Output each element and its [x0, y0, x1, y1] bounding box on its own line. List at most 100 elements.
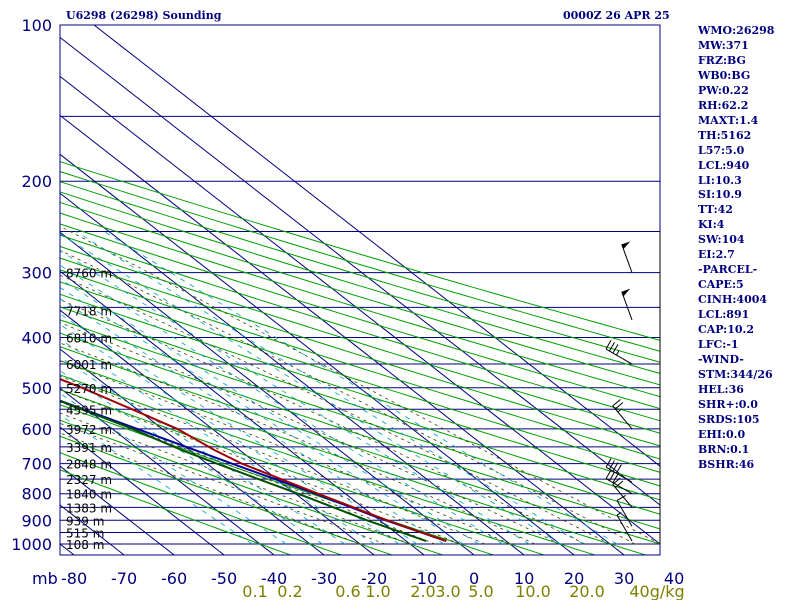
wind-barb-half-flag — [615, 350, 620, 356]
pressure-axis-label: 700 — [21, 455, 52, 474]
wind-barb-flag — [605, 340, 612, 350]
mixing-ratio-label: 1.0 — [365, 582, 390, 600]
moist-adiabat — [60, 225, 660, 545]
stability-index-item: PW:0.22 — [698, 83, 749, 97]
stability-index-item: TT:42 — [698, 203, 733, 217]
dry-adiabat — [60, 257, 660, 447]
temperature-tick-label: -60 — [161, 569, 187, 588]
height-label: 8760 m — [66, 267, 112, 281]
stability-index-item: CINH:4004 — [698, 293, 768, 307]
height-label: 2848 m — [66, 458, 112, 472]
isotherm-line — [59, 543, 75, 556]
stability-index-item: SRDS:105 — [698, 412, 760, 426]
height-label: 3391 m — [66, 441, 112, 455]
mixing-ratio-line — [75, 231, 584, 545]
stability-index-item: MAXT:1.4 — [698, 113, 759, 127]
stability-indices-panel: WMO:26298 MW:371 FRZ:BG WB0:BG PW:0.22 RH:62.… — [698, 24, 774, 473]
temperature-tick-label: -40 — [261, 569, 287, 588]
wind-barb-flag — [616, 495, 626, 501]
stability-index-item: LCL:940 — [698, 158, 750, 172]
wind-barb — [621, 291, 633, 321]
dry-adiabat — [60, 319, 660, 515]
temperature-profile-line — [60, 378, 447, 543]
mixing-ratio-line — [60, 298, 444, 545]
height-label: 939 m — [66, 514, 104, 528]
isotherm-line — [59, 75, 661, 545]
moist-adiabat — [60, 422, 386, 545]
stability-index-item: LI:10.3 — [698, 173, 742, 187]
mixing-ratio-label: 20.0 — [569, 582, 605, 600]
pressure-axis-label: 500 — [21, 379, 52, 398]
height-label: 6001 m — [66, 358, 112, 372]
stability-index-item: LFC:-1 — [698, 338, 739, 352]
wind-barb-half-flag — [617, 408, 623, 413]
mixing-ratio-label: 10.0 — [515, 582, 551, 600]
dry-adiabat — [60, 293, 660, 487]
mixing-ratio-line — [60, 287, 464, 545]
wind-barb-flag — [609, 342, 615, 352]
isotherm-line — [59, 426, 225, 556]
pressure-axis-label: 1000 — [11, 535, 52, 554]
stability-index-item: RH:62.2 — [698, 98, 749, 112]
wind-barb — [605, 478, 633, 495]
pressure-axis-label: 200 — [21, 172, 52, 191]
dry-adiabat — [60, 223, 660, 410]
mixing-ratio-line — [60, 338, 375, 545]
wind-barb-flag — [612, 399, 621, 407]
stability-index-item: SW:104 — [698, 233, 745, 247]
dry-adiabat — [60, 281, 660, 473]
pressure-axis-label: 300 — [21, 264, 52, 283]
moist-adiabat — [60, 274, 611, 545]
wind-barb — [605, 348, 633, 365]
wind-barb-flag — [612, 462, 619, 472]
temperature-tick-label: 0 — [469, 569, 479, 588]
dry-adiabat — [60, 332, 660, 530]
wind-barb-flag — [609, 460, 615, 470]
isotherm-line — [59, 192, 525, 556]
height-label: 6810 m — [66, 331, 112, 345]
height-label: 4595 m — [66, 403, 112, 417]
dry-adiabat — [60, 201, 660, 386]
moist-adiabat — [60, 322, 561, 545]
wind-barb-pennant — [621, 288, 631, 297]
wind-barb — [612, 484, 633, 508]
height-label: 515 m — [66, 526, 104, 540]
dry-adiabat — [60, 469, 291, 555]
temperature-tick-label: 10 — [514, 569, 534, 588]
height-label: 3972 m — [66, 423, 112, 437]
stability-index-item: EHI:0.0 — [698, 427, 746, 441]
pressure-axis-label: 800 — [21, 485, 52, 504]
wind-barb — [612, 405, 633, 430]
isotherm-line — [59, 231, 475, 556]
temperature-tick-label: -30 — [311, 569, 337, 588]
wind-barb-flag — [615, 464, 622, 474]
mixing-ratio-label: 40g/kg — [629, 582, 684, 600]
mixing-ratio-line — [60, 356, 346, 545]
mixing-ratio-label: 3.0 — [435, 582, 460, 600]
wind-barb — [605, 466, 633, 483]
height-label: 1383 m — [66, 501, 112, 515]
temperature-tick-label: -10 — [411, 569, 437, 588]
mixing-ratio-line — [60, 264, 503, 545]
stability-index-item: HEL:36 — [698, 382, 744, 396]
stability-index-item: LCL:891 — [698, 308, 750, 322]
dry-adiabat — [60, 346, 660, 545]
dry-adiabat — [60, 171, 660, 352]
mixing-ratio-label: 0.2 — [277, 582, 302, 600]
wind-barb — [616, 500, 633, 527]
temperature-tick-label: -80 — [61, 569, 87, 588]
moist-adiabat — [60, 360, 511, 545]
stability-index-item: SI:10.9 — [698, 188, 742, 202]
isotherm-line — [59, 465, 175, 556]
wind-barb-flag — [609, 471, 615, 481]
moist-adiabat — [60, 299, 586, 545]
wind-barb-flag — [612, 473, 619, 483]
stability-index-item: BSHR:46 — [698, 457, 755, 471]
temperature-tick-label: -20 — [361, 569, 387, 588]
dry-adiabat — [60, 306, 660, 501]
height-label: 7718 m — [66, 305, 112, 319]
stability-index-item: BRN:0.1 — [698, 442, 750, 456]
dry-adiabat — [60, 389, 545, 555]
wind-barb-flag — [612, 344, 619, 354]
